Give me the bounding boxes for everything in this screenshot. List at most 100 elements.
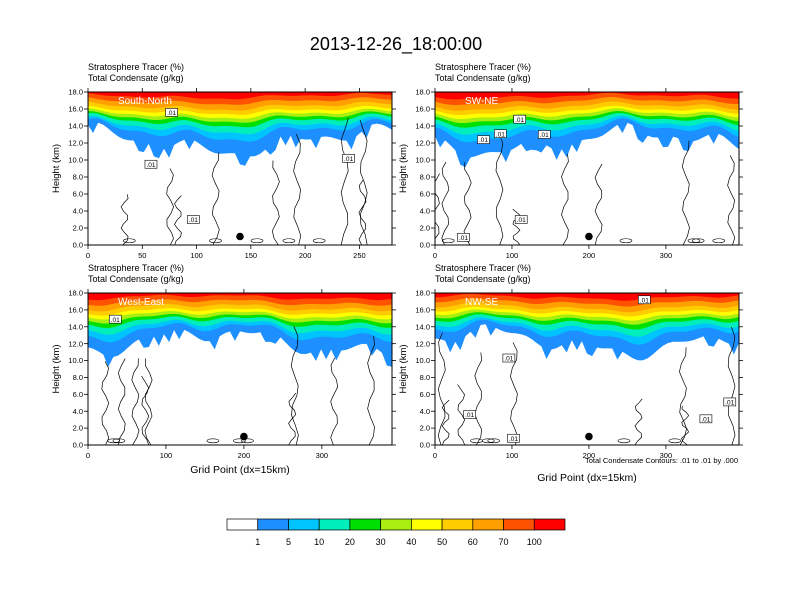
contour-label-box bbox=[723, 397, 737, 407]
plot-frame bbox=[87, 91, 393, 246]
condensate-contour bbox=[290, 325, 299, 445]
y-tick-label: 16.0 bbox=[68, 305, 83, 314]
contour-label-box bbox=[165, 108, 178, 117]
x-tick-label: 200 bbox=[583, 251, 596, 260]
condensate-contour bbox=[241, 438, 254, 444]
condensate-contour bbox=[594, 163, 603, 245]
condensate-contour bbox=[206, 438, 220, 444]
tracer-layer-10 bbox=[435, 293, 739, 301]
condensate-contour bbox=[211, 152, 220, 245]
contour-label-box bbox=[537, 130, 551, 139]
y-tick-label: 14.0 bbox=[415, 122, 430, 131]
y-axis-label: Height (km) bbox=[51, 344, 62, 393]
contour-label-box bbox=[507, 433, 520, 443]
y-tick-label: 10.0 bbox=[415, 156, 430, 165]
condensate-contour bbox=[510, 342, 518, 445]
y-tick-label: 8.0 bbox=[420, 173, 430, 182]
condensate-contour bbox=[441, 161, 450, 245]
y-tick-label: 8.0 bbox=[73, 373, 83, 382]
contour-label: .01 bbox=[479, 137, 488, 144]
condensate-contour bbox=[312, 238, 326, 244]
contour-label: .01 bbox=[515, 117, 524, 124]
header-stratosphere-tracer: Stratosphere Tracer (%) bbox=[435, 263, 531, 273]
condensate-contour bbox=[120, 194, 129, 245]
x-tick-label: 200 bbox=[299, 251, 312, 260]
header-stratosphere-tracer: Stratosphere Tracer (%) bbox=[435, 62, 531, 72]
condensate-contour bbox=[668, 438, 682, 444]
y-tick-label: 10.0 bbox=[68, 356, 83, 365]
condensate-contour bbox=[209, 238, 222, 244]
tracer-layer-10 bbox=[435, 92, 739, 100]
panel-name: NW-SE bbox=[465, 297, 498, 308]
contour-label: .01 bbox=[701, 416, 710, 423]
field-layers bbox=[435, 293, 739, 445]
condensate-contour bbox=[174, 195, 182, 245]
y-tick-label: 0.0 bbox=[73, 441, 83, 450]
contour-label: .01 bbox=[504, 356, 513, 363]
y-tick-label: 2.0 bbox=[420, 424, 430, 433]
condensate-contour bbox=[691, 238, 705, 244]
contour-label-box bbox=[638, 295, 651, 305]
header-total-condensate: Total Condensate (g/kg) bbox=[88, 274, 184, 284]
panel-south-north: .01 .01 .01 .01 South-North 0.0 2.0 4.0 6.0 8.0 10… bbox=[51, 62, 396, 260]
x-tick-label: 250 bbox=[353, 251, 366, 260]
colorbar-label: 1 bbox=[255, 537, 260, 547]
x-tick-label: 200 bbox=[583, 451, 596, 460]
condensate-contour bbox=[727, 326, 736, 445]
header-stratosphere-tracer: Stratosphere Tracer (%) bbox=[88, 62, 184, 72]
x-axis-label: Grid Point (dx=15km) bbox=[190, 464, 290, 476]
x-tick-label: 0 bbox=[86, 451, 90, 460]
location-marker bbox=[240, 432, 248, 441]
colorbar-box bbox=[257, 518, 289, 531]
y-tick-label: 6.0 bbox=[73, 390, 83, 399]
x-axis-label: Grid Point (dx=15km) bbox=[537, 472, 637, 484]
contour-label-box bbox=[187, 215, 200, 224]
condensate-contour bbox=[359, 120, 368, 245]
header-total-condensate: Total Condensate (g/kg) bbox=[435, 73, 531, 83]
condensate-contour bbox=[282, 238, 296, 244]
colorbar-box bbox=[288, 518, 320, 531]
x-tick-label: 300 bbox=[316, 451, 329, 460]
y-tick-label: 6.0 bbox=[420, 390, 430, 399]
y-tick-label: 10.0 bbox=[415, 356, 430, 365]
figure-title: 2013-12-26_18:00:00 bbox=[310, 34, 482, 55]
y-tick-label: 18.0 bbox=[68, 88, 83, 97]
contour-label-box bbox=[342, 154, 355, 163]
x-tick-label: 300 bbox=[660, 251, 673, 260]
y-axis-label: Height (km) bbox=[398, 344, 409, 393]
colorbar-label: 70 bbox=[499, 537, 509, 547]
condensate-contour bbox=[727, 155, 736, 245]
colorbar-label: 20 bbox=[345, 537, 355, 547]
y-axis-label: Height (km) bbox=[51, 144, 62, 193]
condensate-contour bbox=[166, 168, 174, 245]
y-tick-label: 16.0 bbox=[68, 105, 83, 114]
tracer-layer-10 bbox=[88, 293, 392, 301]
condensate-contour bbox=[293, 134, 302, 245]
condensate-contour bbox=[474, 352, 483, 445]
colorbar-label: 40 bbox=[406, 537, 416, 547]
plot-frame bbox=[87, 292, 393, 446]
colorbar: 1 5 10 20 30 40 50 60 70 100 bbox=[226, 518, 566, 547]
contour-label: .01 bbox=[111, 317, 120, 324]
y-tick-label: 14.0 bbox=[68, 122, 83, 131]
contour-label: .01 bbox=[640, 297, 649, 304]
y-tick-label: 12.0 bbox=[415, 339, 430, 348]
panel-nw-se: .01 .01 .01 .01 .01 .01 NW-SE 0.0 2.0 4.0 6.0 8.0 10… bbox=[398, 263, 743, 484]
y-tick-label: 2.0 bbox=[73, 224, 83, 233]
condensate-contour bbox=[619, 238, 633, 244]
condensate-contour bbox=[144, 358, 153, 445]
contour-label-box bbox=[514, 215, 528, 224]
contour-label-box bbox=[144, 159, 158, 169]
contour-label-box bbox=[457, 233, 470, 242]
condensate-contour bbox=[681, 405, 690, 445]
condensate-contour bbox=[340, 117, 349, 245]
colorbar-label: 60 bbox=[468, 537, 478, 547]
colorbar-label: 30 bbox=[376, 537, 386, 547]
y-tick-label: 16.0 bbox=[415, 305, 430, 314]
condensate-contour bbox=[495, 133, 504, 245]
location-marker bbox=[236, 232, 244, 241]
y-tick-label: 8.0 bbox=[73, 173, 83, 182]
contour-footnote: Total Condensate Contours: .01 to .01 by… bbox=[585, 456, 738, 465]
contour-label-box bbox=[463, 410, 476, 419]
x-tick-label: 100 bbox=[506, 251, 519, 260]
